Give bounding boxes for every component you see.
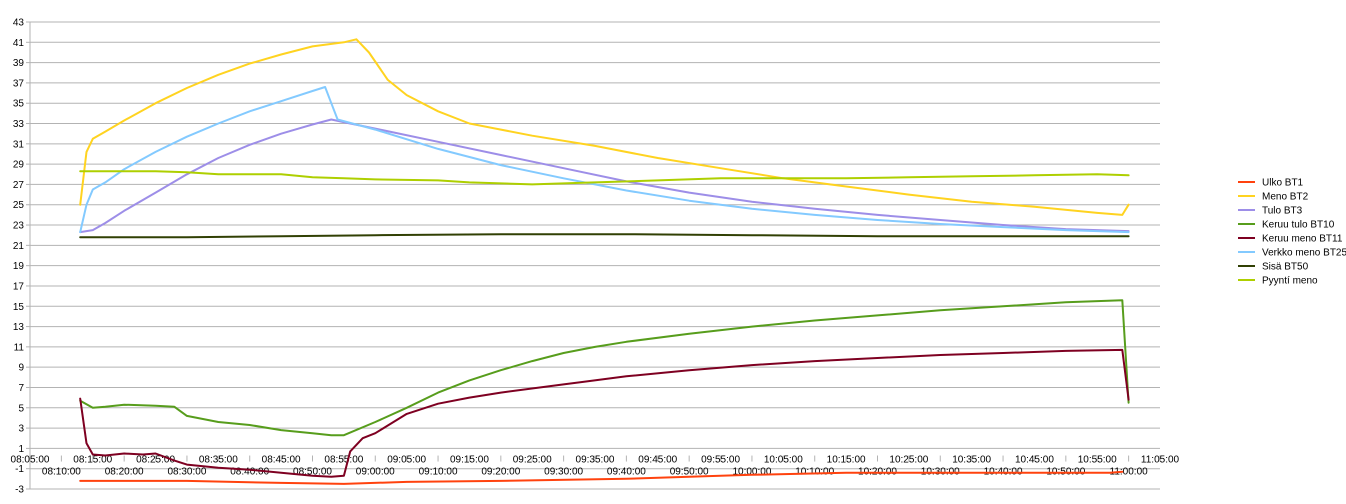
y-tick-label: 27 (13, 180, 25, 191)
y-tick-label: 9 (18, 363, 24, 374)
y-tick-label: -1 (15, 464, 24, 475)
x-tick-label-lower: 08:20:00 (105, 467, 144, 478)
x-tick-label-lower: 09:50:00 (670, 467, 709, 478)
y-tick-label: 3 (18, 424, 24, 435)
y-tick-label: 35 (13, 99, 25, 110)
x-tick-label-upper: 10:05:00 (764, 455, 803, 466)
x-tick-label-lower: 09:40:00 (607, 467, 646, 478)
x-tick-label-lower: 10:00:00 (732, 467, 771, 478)
x-tick-label-lower: 08:30:00 (167, 467, 206, 478)
y-tick-label: 15 (13, 302, 25, 313)
x-tick-label-lower: 08:50:00 (293, 467, 332, 478)
legend-label: Keruu meno BT11 (1262, 234, 1343, 245)
y-tick-label: 11 (14, 342, 25, 353)
series-line-7 (79, 170, 1130, 186)
x-tick-label-upper: 08:25:00 (136, 455, 175, 466)
x-tick-label-upper: 09:15:00 (450, 455, 489, 466)
y-tick-label: 7 (18, 383, 24, 394)
x-tick-label-upper: 10:25:00 (889, 455, 928, 466)
y-tick-label: 25 (13, 200, 25, 211)
y-tick-label: 17 (13, 281, 25, 292)
series-line-6 (79, 233, 1130, 239)
x-tick-label-upper: 08:15:00 (73, 455, 112, 466)
legend-label: Verkko meno BT25 (1262, 248, 1346, 259)
legend-label: Ulko BT1 (1262, 178, 1304, 189)
x-tick-label-upper: 08:35:00 (199, 455, 238, 466)
y-tick-label: 43 (13, 18, 25, 29)
y-tick-labels: -3-1135791113151719212325272931333537394… (13, 18, 25, 496)
y-tick-label: 5 (18, 403, 24, 414)
x-tick-label-lower: 09:20:00 (481, 467, 520, 478)
x-tick-label-upper: 11:05:00 (1141, 455, 1180, 466)
y-tick-label: 29 (13, 160, 25, 171)
x-tick-label-upper: 09:45:00 (638, 455, 677, 466)
y-tick-label: -3 (15, 485, 24, 496)
legend-label: Sisä BT50 (1262, 262, 1309, 273)
legend-label: Pyyntí meno (1262, 276, 1318, 287)
x-tick-label-upper: 10:45:00 (1015, 455, 1054, 466)
x-tick-label-upper: 09:05:00 (387, 455, 426, 466)
x-tick-label-upper: 10:15:00 (827, 455, 866, 466)
legend: Ulko BT1 Meno BT2 Tulo BT3 Keruu tulo BT10 K… (1238, 178, 1346, 287)
series-lines (79, 38, 1130, 485)
axes (26, 21, 1161, 490)
x-tick-label-upper: 10:55:00 (1078, 455, 1117, 466)
series-line-1 (79, 38, 1130, 216)
y-tick-label: 31 (13, 139, 25, 150)
x-tick-label-upper: 09:35:00 (576, 455, 615, 466)
y-tick-label: 23 (13, 221, 25, 232)
y-tick-label: 21 (13, 241, 25, 252)
legend-label: Meno BT2 (1262, 192, 1309, 203)
y-tick-label: 19 (13, 261, 25, 272)
x-tick-label-lower: 09:00:00 (356, 467, 395, 478)
x-tick-labels: 08:05:00 08:15:00 08:25:00 08:35:00 08:45:00… (11, 455, 1180, 478)
series-line-4 (79, 348, 1130, 478)
legend-label: Keruu tulo BT10 (1262, 220, 1335, 231)
x-tick-label-upper: 08:55:00 (324, 455, 363, 466)
x-tick-label-lower: 09:30:00 (544, 467, 583, 478)
series-line-0 (79, 470, 1124, 485)
x-tick-label-upper: 09:55:00 (701, 455, 740, 466)
x-tick-label-upper: 10:35:00 (952, 455, 991, 466)
x-tick-label-upper: 08:45:00 (262, 455, 301, 466)
y-tick-label: 33 (13, 119, 25, 130)
series-line-5 (79, 86, 1130, 234)
x-tick-label-upper: 09:25:00 (513, 455, 552, 466)
x-tick-label-lower: 10:10:00 (795, 467, 834, 478)
y-tick-label: 1 (18, 444, 24, 455)
x-tick-label-upper: 08:05:00 (11, 455, 50, 466)
x-tick-label-lower: 11:00:00 (1110, 467, 1149, 478)
y-tick-label: 39 (13, 58, 25, 69)
y-tick-label: 13 (13, 322, 25, 333)
y-tick-label: 41 (13, 38, 25, 49)
x-tick-label-lower: 08:10:00 (42, 467, 81, 478)
series-line-3 (79, 299, 1130, 437)
legend-label: Tulo BT3 (1262, 206, 1303, 217)
y-tick-label: 37 (13, 78, 25, 89)
x-tick-label-lower: 08:40:00 (230, 467, 269, 478)
x-tick-label-lower: 09:10:00 (419, 467, 458, 478)
